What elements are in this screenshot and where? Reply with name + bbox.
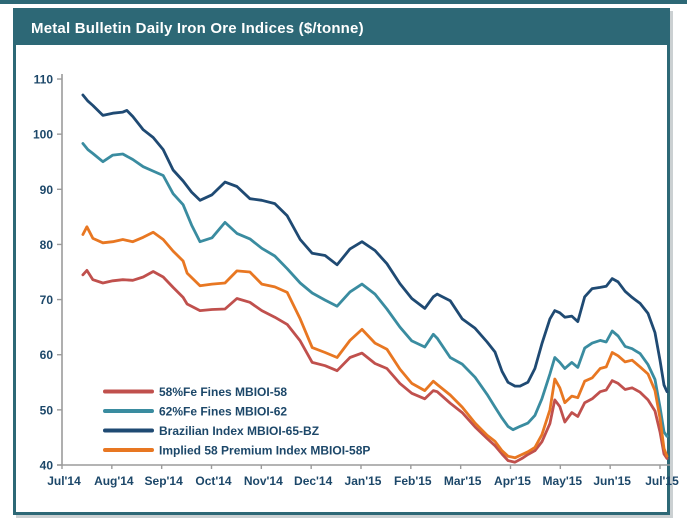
series-line: [81, 225, 669, 460]
y-axis-tick-label: 100: [33, 128, 53, 142]
y-axis-tick-label: 70: [40, 293, 54, 307]
x-axis-tick-label: Sep'14: [145, 474, 184, 488]
series-line: [81, 268, 669, 464]
chart-title: Metal Bulletin Daily Iron Ore Indices ($…: [31, 19, 364, 37]
x-axis-tick-label: Jan'15: [345, 474, 382, 488]
y-axis-tick-label: 80: [40, 238, 54, 252]
legend-item-label: Brazilian Index MBIOI-65-BZ: [159, 424, 319, 438]
y-axis-tick-label: 40: [40, 459, 54, 473]
x-axis-tick-label: Aug'14: [94, 474, 134, 488]
series-line: [81, 142, 669, 438]
x-axis-tick-label: Jun'15: [593, 474, 631, 488]
y-axis-tick-label: 90: [40, 183, 54, 197]
x-axis-tick-label: Oct'14: [195, 474, 232, 488]
series-line: [81, 93, 669, 394]
legend-item-label: 62%Fe Fines MBIOI-62: [159, 405, 287, 419]
y-axis-tick-label: 50: [40, 403, 54, 417]
x-axis-tick-label: Apr'15: [494, 474, 531, 488]
x-axis-tick-label: May'15: [543, 474, 583, 488]
x-axis-tick-label: Mar'15: [444, 474, 482, 488]
x-axis-tick-label: Jul'15: [645, 474, 679, 488]
chart-title-bar: Metal Bulletin Daily Iron Ore Indices ($…: [16, 11, 667, 45]
x-axis-tick-label: Dec'14: [294, 474, 333, 488]
x-axis-tick-label: Feb'15: [394, 474, 432, 488]
y-axis-tick-label: 60: [40, 348, 54, 362]
x-axis-tick-label: Nov'14: [244, 474, 283, 488]
legend-item-label: Implied 58 Premium Index MBIOI-58P: [159, 444, 370, 458]
x-axis-tick-label: Jul'14: [47, 474, 81, 488]
legend-item-label: 58%Fe Fines MBIOI-58: [159, 385, 287, 399]
page-top-accent-strip: [0, 0, 687, 4]
y-axis-tick-label: 110: [34, 73, 54, 87]
